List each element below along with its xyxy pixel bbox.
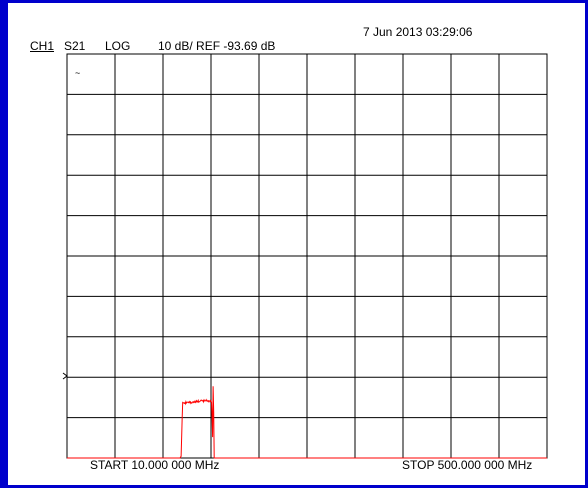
start-frequency-label: START 10.000 000 MHz — [90, 458, 220, 472]
scale-reference-label: 10 dB/ REF -93.69 dB — [158, 39, 276, 53]
parameter-label: S21 — [64, 39, 86, 53]
reference-level-marker — [62, 372, 68, 380]
format-label: LOG — [105, 39, 131, 53]
stop-frequency-label: STOP 500.000 000 MHz — [402, 458, 533, 472]
trace-line — [67, 386, 547, 459]
marker-indicator: ~ — [75, 68, 80, 78]
graticule — [66, 53, 548, 459]
datetime-label: 7 Jun 2013 03:29:06 — [363, 25, 473, 39]
channel-label: CH1 — [30, 39, 55, 53]
